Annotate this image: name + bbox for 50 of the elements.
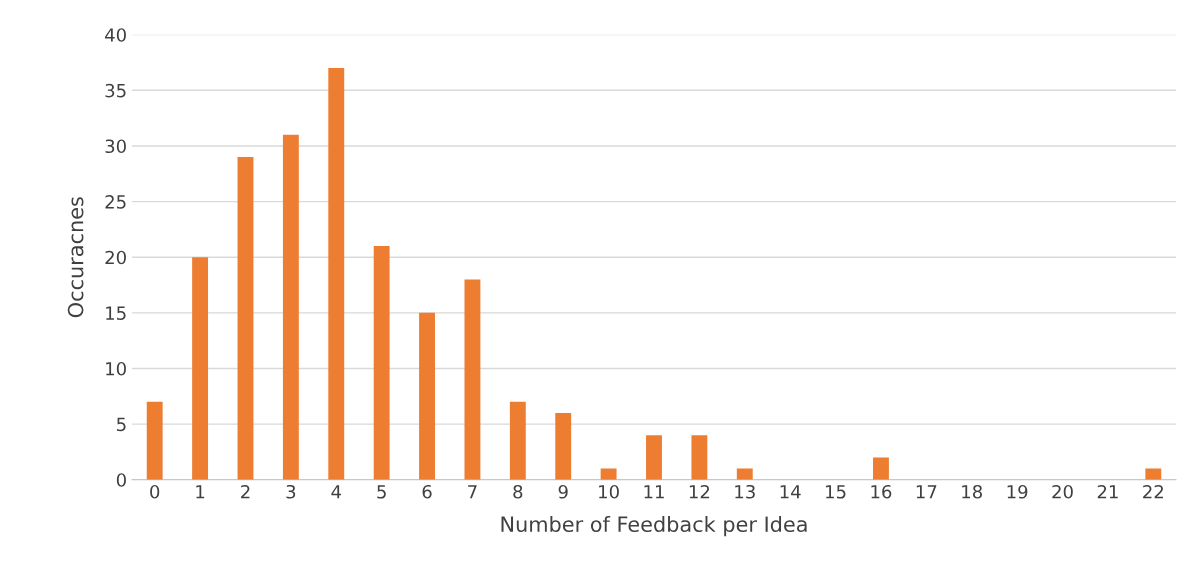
y-tick-label: 30 bbox=[105, 139, 126, 154]
bar bbox=[282, 134, 299, 480]
bar bbox=[736, 468, 753, 480]
bar bbox=[555, 412, 572, 480]
x-tick-label: 15 bbox=[826, 485, 846, 499]
bar bbox=[237, 157, 254, 480]
x-tick-label: 8 bbox=[513, 484, 523, 499]
x-tick-label: 12 bbox=[689, 484, 710, 499]
y-tick-label: 15 bbox=[106, 306, 126, 320]
x-tick-label: 22 bbox=[1143, 484, 1163, 499]
bar bbox=[464, 279, 481, 480]
bar bbox=[1145, 468, 1162, 480]
x-tick-label: 18 bbox=[962, 484, 982, 499]
x-axis-title: Number of Feedback per Idea bbox=[501, 515, 807, 537]
x-tick-label: 19 bbox=[1007, 484, 1028, 499]
bar bbox=[509, 401, 526, 480]
x-tick-label: 4 bbox=[331, 485, 341, 499]
bar bbox=[419, 312, 435, 480]
x-tick-label: 2 bbox=[241, 484, 250, 499]
x-tick-label: 16 bbox=[871, 484, 892, 499]
y-tick-label: 0 bbox=[116, 473, 126, 487]
x-tick-label: 5 bbox=[377, 485, 386, 499]
y-tick-label: 5 bbox=[117, 417, 126, 432]
x-tick-label: 20 bbox=[1052, 484, 1073, 499]
x-tick-label: 13 bbox=[735, 484, 755, 499]
y-tick-label: 25 bbox=[105, 195, 126, 209]
x-tick-label: 3 bbox=[286, 484, 296, 499]
bar bbox=[373, 246, 390, 480]
bar bbox=[646, 435, 662, 480]
x-tick-label: 11 bbox=[644, 485, 664, 499]
x-tick-label: 0 bbox=[150, 484, 160, 499]
y-tick-label: 40 bbox=[105, 28, 126, 42]
x-tick-label: 9 bbox=[558, 484, 568, 499]
bar bbox=[146, 401, 163, 480]
bar bbox=[691, 435, 708, 480]
bar bbox=[873, 457, 889, 480]
bar bbox=[328, 68, 345, 480]
x-tick-label: 21 bbox=[1097, 484, 1118, 499]
y-tick-label: 35 bbox=[105, 83, 126, 98]
x-tick-label: 1 bbox=[196, 485, 205, 499]
bar bbox=[192, 257, 209, 480]
x-tick-label: 17 bbox=[916, 485, 937, 499]
x-tick-label: 6 bbox=[422, 484, 432, 499]
bar bbox=[600, 468, 617, 480]
y-axis-title: Occuracnes bbox=[67, 197, 84, 318]
y-tick-label: 10 bbox=[106, 361, 126, 376]
y-tick-label: 20 bbox=[105, 250, 126, 265]
x-tick-label: 7 bbox=[468, 485, 477, 499]
x-tick-label: 14 bbox=[780, 485, 801, 499]
x-tick-label: 10 bbox=[599, 484, 619, 499]
